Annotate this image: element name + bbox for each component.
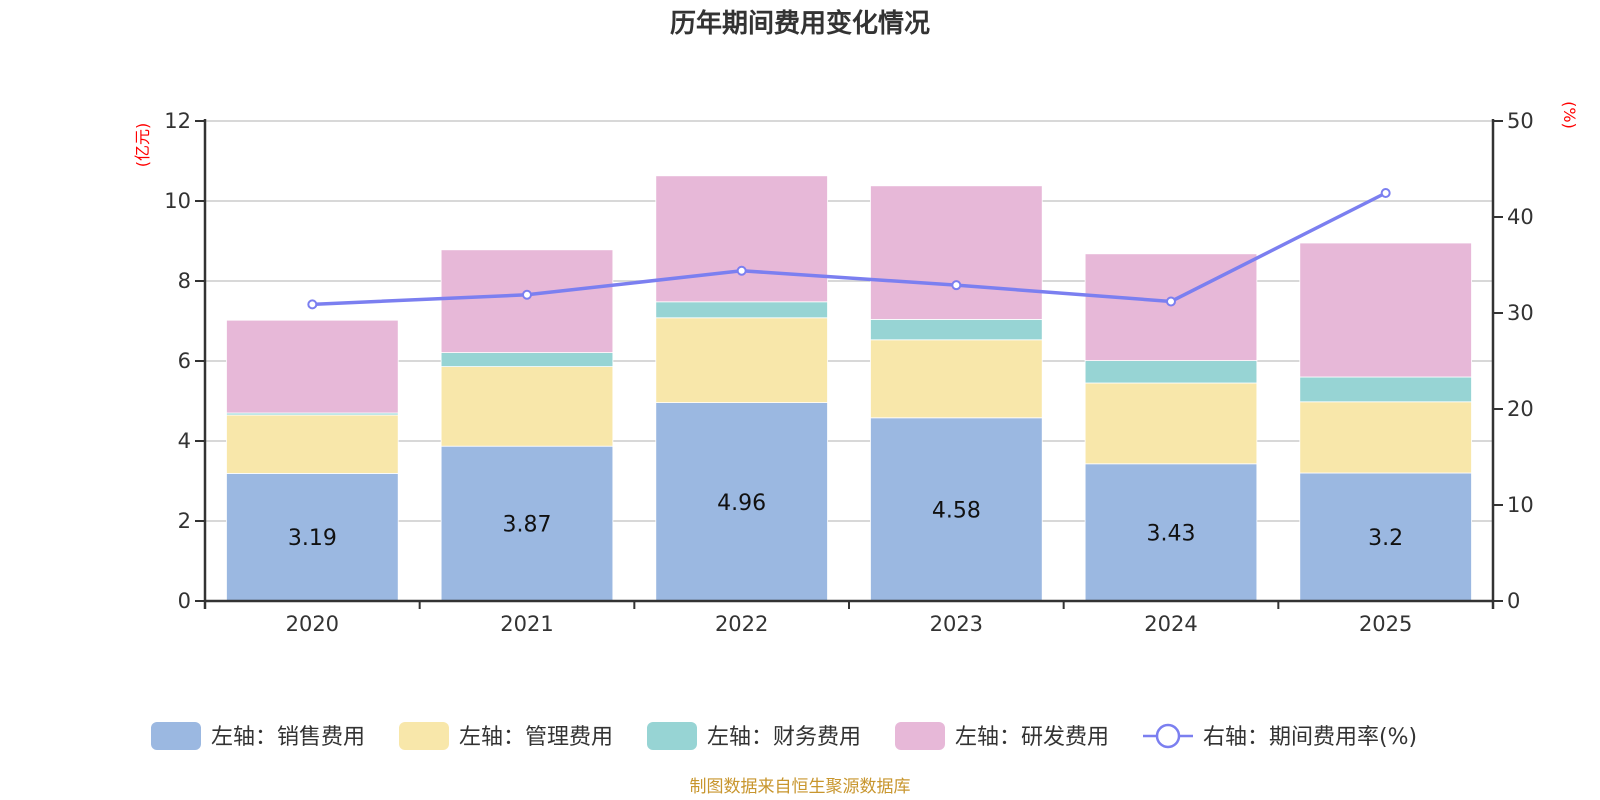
bar-segment xyxy=(655,317,828,403)
legend-label: 左轴：财务费用 xyxy=(707,725,861,750)
bar-segment xyxy=(440,249,614,354)
bar-value-label: 3.2 xyxy=(1368,526,1403,551)
right-tick-label: 20 xyxy=(1507,397,1534,421)
rate-point xyxy=(1166,296,1176,307)
axes: 0 2 4 6 8 10 12 0 10 20 30 40 50 2020 2021 2022 2023 2024… xyxy=(164,109,1533,636)
legend-swatch xyxy=(895,722,945,750)
bar-segment xyxy=(226,472,399,602)
bar-segment xyxy=(655,402,828,602)
rate-point xyxy=(307,299,318,310)
rate-line xyxy=(307,188,1391,310)
rate-point xyxy=(522,289,532,300)
bar-segment xyxy=(655,175,828,303)
legend-swatch xyxy=(399,722,449,750)
right-tick-label: 0 xyxy=(1507,589,1520,613)
bar-segment xyxy=(226,319,399,414)
x-tick-label: 2022 xyxy=(715,612,768,636)
bar-segment xyxy=(440,366,614,447)
x-tick-label: 2024 xyxy=(1144,612,1197,636)
right-tick-label: 50 xyxy=(1507,109,1534,133)
legend-label: 右轴：期间费用率(%) xyxy=(1203,725,1417,750)
left-tick-label: 2 xyxy=(178,509,191,533)
bar-segment xyxy=(870,185,1043,320)
right-axis-unit-label: (%) xyxy=(1560,101,1579,129)
bar-segment xyxy=(870,339,1043,419)
rate-point xyxy=(736,265,747,276)
legend-swatch xyxy=(151,722,201,750)
right-tick-label: 10 xyxy=(1507,493,1534,517)
rate-point xyxy=(951,280,962,291)
right-tick-label: 40 xyxy=(1507,205,1534,229)
bar-value-label: 4.96 xyxy=(717,491,766,516)
rate-point xyxy=(1380,188,1391,198)
x-tick-label: 2025 xyxy=(1359,612,1412,636)
bar-segment xyxy=(440,445,614,602)
bar-segment xyxy=(1299,401,1472,474)
left-tick-label: 0 xyxy=(178,589,191,613)
bar-segment xyxy=(440,352,614,368)
left-axis-unit-label: (亿元) xyxy=(133,123,152,168)
bar-value-label: 3.19 xyxy=(288,526,337,551)
legend-swatch xyxy=(647,722,697,750)
bar-segment xyxy=(1299,242,1472,378)
bar-segment xyxy=(226,414,399,474)
bar-segment xyxy=(655,301,828,319)
bars xyxy=(226,175,1472,602)
left-tick-label: 4 xyxy=(178,429,191,453)
legend-label: 左轴：销售费用 xyxy=(211,725,365,750)
bar-segment xyxy=(870,318,1043,341)
legend-label: 左轴：研发费用 xyxy=(955,725,1109,750)
x-tick-label: 2021 xyxy=(500,612,553,636)
left-tick-label: 6 xyxy=(178,349,191,373)
bar-value-label: 3.43 xyxy=(1147,521,1196,546)
bar-value-label: 4.58 xyxy=(932,498,981,523)
bar-value-label: 3.87 xyxy=(503,513,552,538)
rate-line-path xyxy=(312,191,1387,307)
bar-segment xyxy=(1084,360,1258,384)
source-note: 制图数据来自恒生聚源数据库 xyxy=(690,777,911,797)
legend: 左轴：销售费用 左轴：管理费用 左轴：财务费用 左轴：研发费用 右轴：期间费用率(%) xyxy=(151,722,1417,750)
left-tick-label: 10 xyxy=(164,189,191,213)
right-tick-label: 30 xyxy=(1507,301,1534,325)
left-tick-label: 8 xyxy=(178,269,191,293)
x-tick-label: 2023 xyxy=(930,612,983,636)
legend-label: 左轴：管理费用 xyxy=(459,725,613,750)
data-labels: 3.19 3.87 4.96 4.58 3.43 3.2 xyxy=(288,491,1403,551)
left-tick-label: 12 xyxy=(164,109,191,133)
bar-segment xyxy=(1299,376,1472,403)
chart-title: 历年期间费用变化情况 xyxy=(670,8,930,39)
legend-marker-icon xyxy=(1155,723,1181,749)
x-tick-label: 2020 xyxy=(286,612,339,636)
gridlines xyxy=(205,120,1493,522)
bar-segment xyxy=(1084,382,1258,465)
